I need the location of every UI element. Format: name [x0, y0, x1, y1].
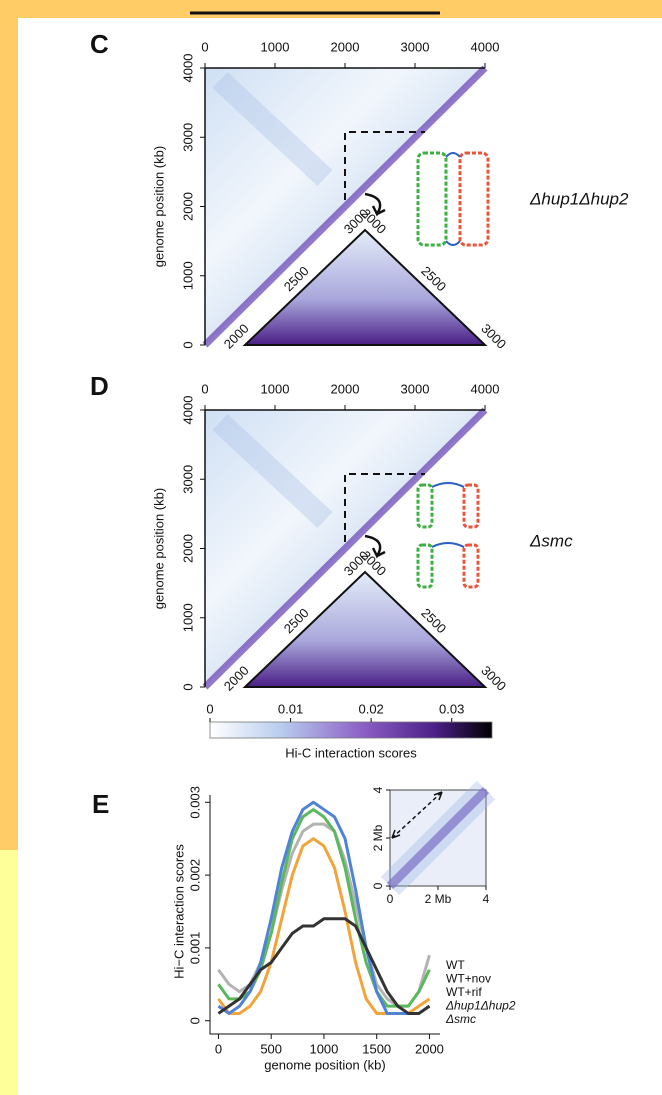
chromosome-link	[431, 482, 465, 488]
chromosome-green	[416, 483, 434, 529]
top-band	[0, 0, 662, 18]
chromosome-red	[462, 543, 480, 589]
x-tick-label: 4000	[471, 381, 500, 396]
zoom-tick-label: 3000	[478, 663, 509, 694]
y-tick-label: 3000	[180, 465, 195, 494]
colorbar	[209, 721, 493, 739]
zoom-triangle	[242, 228, 488, 346]
colorbar-tick-label: 0.01	[278, 701, 303, 716]
chromosome-red	[462, 483, 480, 529]
inset-x-tick-label: 4	[483, 892, 490, 906]
legend-label: Δsmc	[445, 1012, 476, 1026]
strain-label: Δsmc	[529, 531, 573, 550]
inset-arrowheads	[391, 791, 443, 839]
x-tick-label: 500	[260, 1041, 282, 1056]
y-axis-label: genome position (kb)	[151, 146, 166, 267]
content: C 0 1000 2000 3000 400001000200030004000genom…	[90, 29, 629, 1073]
colorbar-label: Hi-C interaction scores	[285, 745, 417, 760]
x-tick-label: 2000	[331, 39, 360, 54]
inset-diagonal	[386, 786, 490, 890]
side-band	[0, 0, 18, 850]
x-tick-label: 0	[215, 1041, 222, 1056]
chromosome-green	[416, 543, 434, 589]
x-tick-label: 2000	[415, 1041, 444, 1056]
strain-label: Δhup1Δhup2	[529, 189, 629, 208]
zoom-region	[344, 131, 425, 200]
zoom-arrow	[364, 192, 386, 217]
y-tick-label: 4000	[180, 396, 195, 425]
y-tick-label: 0.003	[187, 786, 202, 819]
inset-x-tick-label: 2 Mb	[425, 892, 452, 906]
series-line	[217, 917, 431, 1015]
y-tick-label: 1000	[180, 261, 195, 290]
panel-label: D	[90, 371, 109, 401]
x-tick-label: 3000	[401, 39, 430, 54]
zoom-triangle	[242, 570, 488, 688]
zoom-region	[344, 473, 425, 542]
inset-y-tick-label: 0	[371, 882, 385, 889]
x-tick-label: 1000	[261, 381, 290, 396]
inset-arrow	[391, 791, 443, 839]
side-band-light	[0, 850, 18, 1095]
x-tick-label: 1000	[261, 39, 290, 54]
zoom-tick-label: 3000	[478, 321, 509, 352]
inset-y-tick-label: 4	[371, 786, 385, 793]
heatmap-diagonal	[202, 407, 488, 690]
x-tick-label: 1000	[309, 1041, 338, 1056]
chromosome-link	[431, 542, 465, 548]
x-tick-label: 0	[201, 381, 208, 396]
inset-x-tick-label: 0	[387, 892, 394, 906]
y-tick-label: 4000	[180, 54, 195, 83]
inset-y-tick-label: 2 Mb	[371, 824, 385, 851]
y-tick-label: 3000	[180, 123, 195, 152]
y-tick-label: 0.002	[187, 859, 202, 892]
y-axis-label: Hi−C interaction scores	[171, 844, 186, 979]
legend-label: WT+nov	[446, 972, 491, 986]
x-tick-label: 1500	[362, 1041, 391, 1056]
panel-label: E	[92, 789, 109, 819]
x-axis-label: genome position (kb)	[264, 1057, 385, 1072]
y-tick-label: 0.001	[187, 932, 202, 965]
zoom-arrow	[364, 534, 386, 559]
heatmap-diagonal	[202, 65, 488, 348]
x-tick-label: 3000	[401, 381, 430, 396]
y-tick-label: 2000	[180, 192, 195, 221]
panel-label: C	[90, 29, 109, 59]
x-tick-label: 4000	[471, 39, 500, 54]
colorbar-tick-label: 0	[206, 701, 213, 716]
colorbar-tick-label: 0.03	[439, 701, 464, 716]
legend-label: WT	[446, 958, 465, 972]
legend-label: Δhup1Δhup2	[445, 999, 516, 1013]
y-tick-label: 0	[187, 1017, 202, 1024]
y-axis-label: genome position (kb)	[151, 488, 166, 609]
y-tick-label: 0	[180, 683, 195, 690]
chromosome-green	[416, 151, 448, 247]
colorbar-tick-label: 0.02	[358, 701, 383, 716]
chromosome-link	[445, 152, 461, 246]
y-tick-label: 2000	[180, 534, 195, 563]
y-tick-label: 0	[180, 341, 195, 348]
x-tick-label: 2000	[331, 381, 360, 396]
legend-label: WT+rif	[446, 985, 482, 999]
heatmap-antidiagonal	[212, 413, 333, 529]
chromosome-red	[458, 151, 490, 247]
x-tick-label: 0	[201, 39, 208, 54]
inset-diagonal-halo	[380, 780, 496, 896]
heatmap-antidiagonal	[212, 71, 333, 187]
y-tick-label: 1000	[180, 603, 195, 632]
